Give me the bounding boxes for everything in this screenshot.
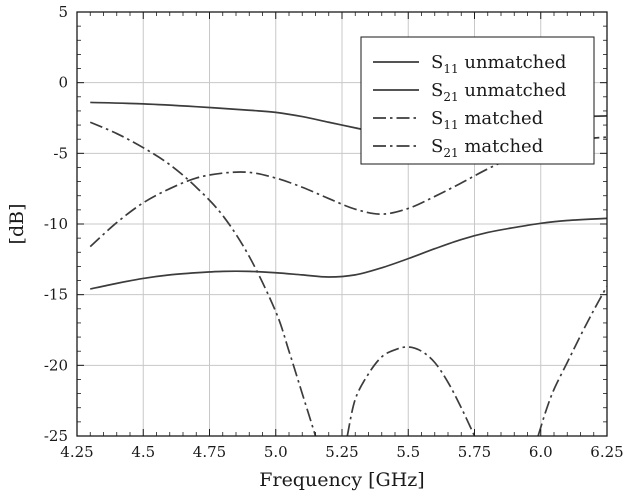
y-tick-label: 0 [58, 74, 68, 92]
series-line-s21-matched [89, 121, 317, 436]
legend-label-text: matched [459, 108, 544, 129]
x-axis-label: Frequency [GHz] [259, 469, 424, 491]
series-line-s11-matched [89, 136, 607, 248]
y-tick-label: -15 [44, 286, 68, 304]
series-line-s21-matched [537, 285, 607, 436]
legend-label-text: unmatched [459, 52, 567, 73]
legend-label-s11-matched: S11 matched [431, 108, 543, 132]
y-axis-label: [dB] [6, 204, 28, 245]
x-tick-label: 5.25 [325, 443, 358, 461]
x-tick-label: 6.25 [590, 443, 623, 461]
legend-label-subscript: 21 [443, 90, 458, 104]
legend-label-s21-unmatched: S21 unmatched [431, 80, 566, 104]
legend-label-main: S [431, 136, 443, 157]
series-line-s21-unmatched [90, 217, 607, 290]
legend-label-s11-unmatched: S11 unmatched [431, 52, 566, 76]
x-tick-label: 5.0 [264, 443, 288, 461]
axis-ticks [76, 11, 608, 437]
y-tick-label: -20 [44, 356, 68, 374]
x-tick-label: 6.0 [529, 443, 553, 461]
x-tick-label: 4.5 [131, 443, 155, 461]
legend-label-text: matched [459, 136, 544, 157]
legend-label-s21-matched: S21 matched [431, 136, 543, 160]
legend-label-main: S [431, 52, 443, 73]
y-tick-label: -10 [44, 215, 68, 233]
legend-label-main: S [431, 108, 443, 129]
legend-label-text: unmatched [459, 80, 567, 101]
legend-label-subscript: 11 [443, 62, 458, 76]
tick-labels: 4.25 4.5 4.75 5.0 5.25 5.5 5.75 6.0 6.25 5 0 -5 -10 -… [44, 3, 624, 461]
x-tick-label: 4.75 [193, 443, 226, 461]
legend-label-main: S [431, 80, 443, 101]
y-tick-label: -25 [44, 427, 68, 445]
x-tick-label: 4.25 [60, 443, 93, 461]
series-line-s21-matched [346, 346, 476, 436]
x-tick-label: 5.75 [458, 443, 491, 461]
x-tick-label: 5.5 [396, 443, 420, 461]
legend-label-subscript: 11 [443, 118, 458, 132]
legend-label-subscript: 21 [443, 146, 458, 160]
legend-box [360, 36, 595, 165]
y-tick-label: 5 [58, 3, 68, 21]
y-tick-label: -5 [53, 144, 68, 162]
plot-frame [76, 11, 608, 437]
